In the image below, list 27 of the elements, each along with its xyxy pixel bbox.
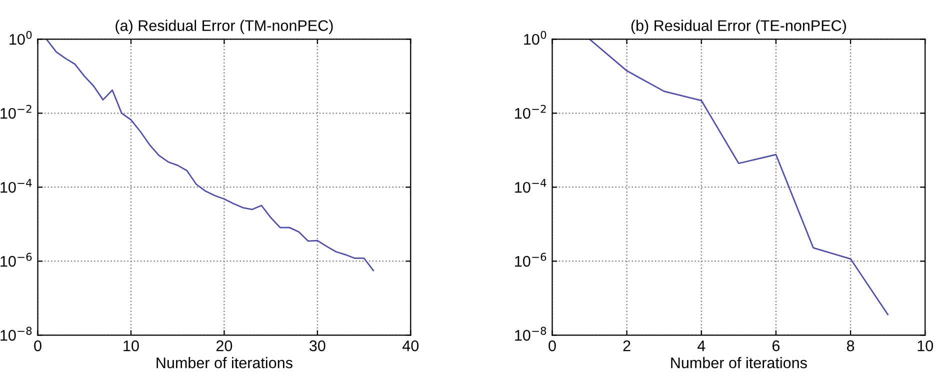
- y-tick-label: 10$^{−2}$: [0, 104, 32, 119]
- x-tick-label: 10: [918, 340, 934, 352]
- x-tick-label: 40: [402, 340, 419, 352]
- line-series: [588, 39, 889, 316]
- y-tick-label: 10$^{−6}$: [0, 252, 32, 267]
- x-tick-label: 0: [34, 340, 42, 352]
- x-tick-label: 8: [846, 340, 854, 352]
- chart-title: (b) Residual Error (TE-nonPEC): [631, 20, 846, 34]
- y-tick-label: 10$^{−6}$: [515, 252, 546, 267]
- x-tick-label: 0: [548, 340, 556, 352]
- x-tick-label: 2: [623, 340, 630, 352]
- y-tick-label: 10$^{0}$: [10, 30, 32, 45]
- y-tick-label: 10$^{−8}$: [0, 326, 32, 341]
- x-tick-label: 30: [310, 340, 326, 352]
- y-tick-label: 10$^{−8}$: [515, 326, 546, 341]
- x-tick-label: 6: [772, 340, 780, 352]
- x-tick-label: 20: [216, 340, 232, 352]
- y-tick-label: 10$^{−4}$: [0, 178, 32, 193]
- line-series: [46, 39, 374, 272]
- x-axis-title: Number of iterations: [671, 357, 807, 368]
- x-tick-label: 10: [124, 340, 139, 352]
- x-axis-title: Number of iterations: [156, 357, 292, 368]
- y-tick-label: 10$^{0}$: [524, 30, 546, 45]
- chart-title: (a) Residual Error (TM-nonPEC): [116, 20, 333, 34]
- x-tick-label: 4: [697, 340, 706, 352]
- y-tick-label: 10$^{−2}$: [515, 104, 546, 119]
- y-tick-label: 10$^{−4}$: [515, 178, 546, 193]
